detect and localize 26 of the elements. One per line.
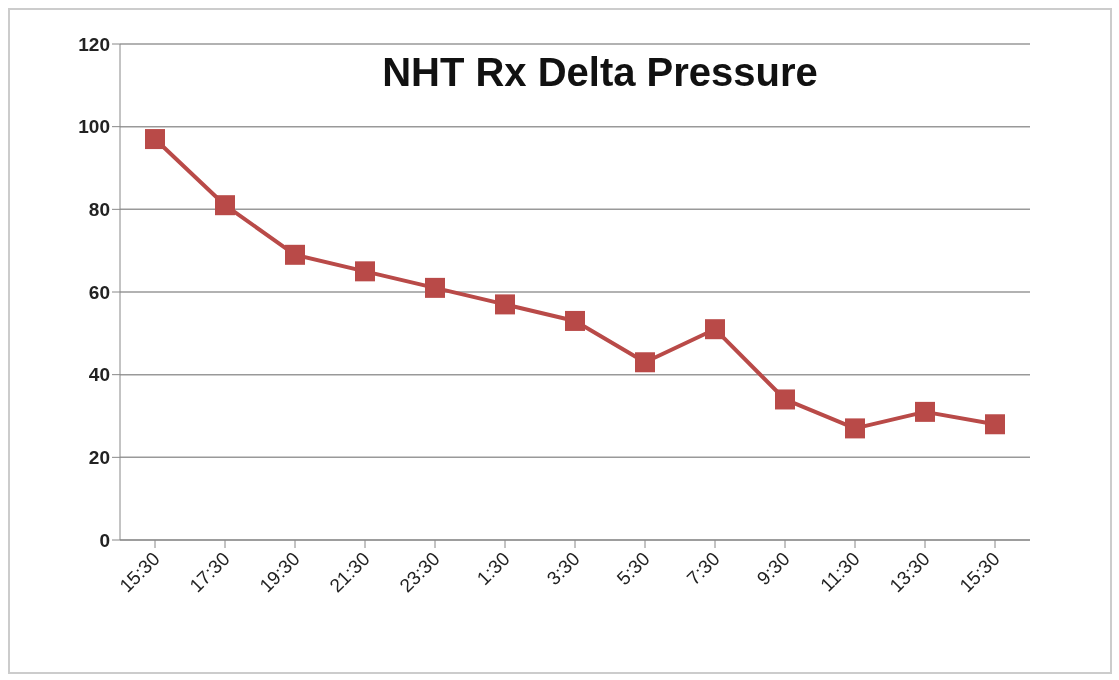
y-tick-label: 80: [88, 199, 110, 221]
y-tick-label: 60: [88, 281, 110, 303]
x-tick-label: 9:30: [752, 547, 794, 589]
point: [565, 310, 585, 331]
y-tick-label: 40: [88, 364, 110, 386]
x-tick-label: 3:30: [542, 547, 584, 589]
point: [285, 244, 305, 265]
point: [985, 414, 1005, 435]
point: [705, 319, 725, 340]
point: [915, 401, 935, 422]
x-tick-label: 7:30: [682, 547, 724, 589]
y-tick-label: 100: [78, 116, 110, 138]
chart-title: NHT Rx Delta Pressure: [381, 50, 819, 95]
point: [145, 129, 165, 150]
point: [425, 277, 445, 298]
y-tick-label: 20: [88, 447, 110, 469]
point: [845, 418, 865, 439]
x-tick-label: 1:30: [472, 547, 514, 589]
point: [355, 261, 375, 282]
y-tick-label: 0: [99, 529, 110, 551]
x-tick-label: 5:30: [612, 547, 654, 589]
point: [215, 195, 235, 216]
point: [775, 389, 795, 410]
y-tick-label: 120: [78, 33, 110, 55]
point: [635, 352, 655, 373]
point: [495, 294, 515, 315]
